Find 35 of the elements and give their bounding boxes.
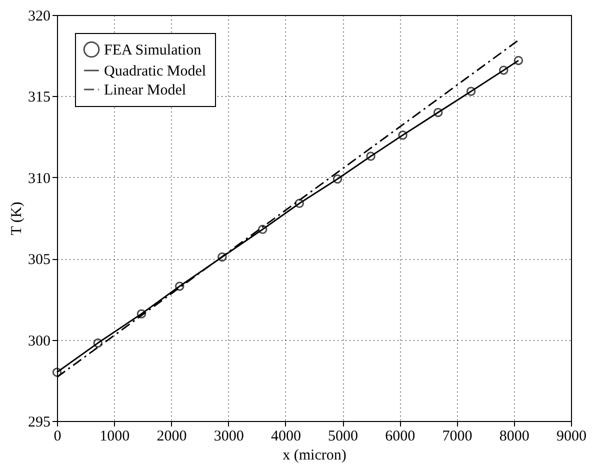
y-tick-label: 300 [28,333,50,350]
y-tick-label: 310 [28,170,50,187]
x-tick-label: 7000 [442,428,472,444]
point [433,108,443,118]
x-tick-label: 0 [54,428,62,444]
legend-label: Linear Model [104,82,186,98]
y-tick-label: 305 [28,252,50,268]
x-tick-label: 3000 [214,428,244,444]
x-tick-label: 5000 [328,428,358,444]
point [52,368,62,377]
point [174,282,184,291]
point [218,252,227,262]
y-tick-label: 315 [28,90,50,106]
point [498,66,508,75]
legend-label: Quadratic Model [104,64,206,80]
point [332,174,342,184]
legend-label: FEA Simulation [104,42,202,58]
point [366,152,376,161]
x-tick-label: 2000 [156,428,187,444]
x-tick-label: 6000 [385,428,416,444]
y-tick-label: 295 [28,414,50,430]
x-tick-label: 4000 [270,428,301,444]
point [93,338,103,348]
point [294,198,304,208]
point [398,130,408,140]
x-tick-label: 1000 [100,428,130,444]
x-tick-label: 8000 [499,428,530,444]
y-tick-label: 320 [28,8,50,24]
point [136,309,146,318]
y-axis-title: T (K) [9,202,25,236]
x-tick-label: 9000 [556,428,586,444]
x-axis-title: x (micron) [282,448,346,464]
point [466,86,476,96]
point [514,56,524,66]
point [258,224,268,234]
